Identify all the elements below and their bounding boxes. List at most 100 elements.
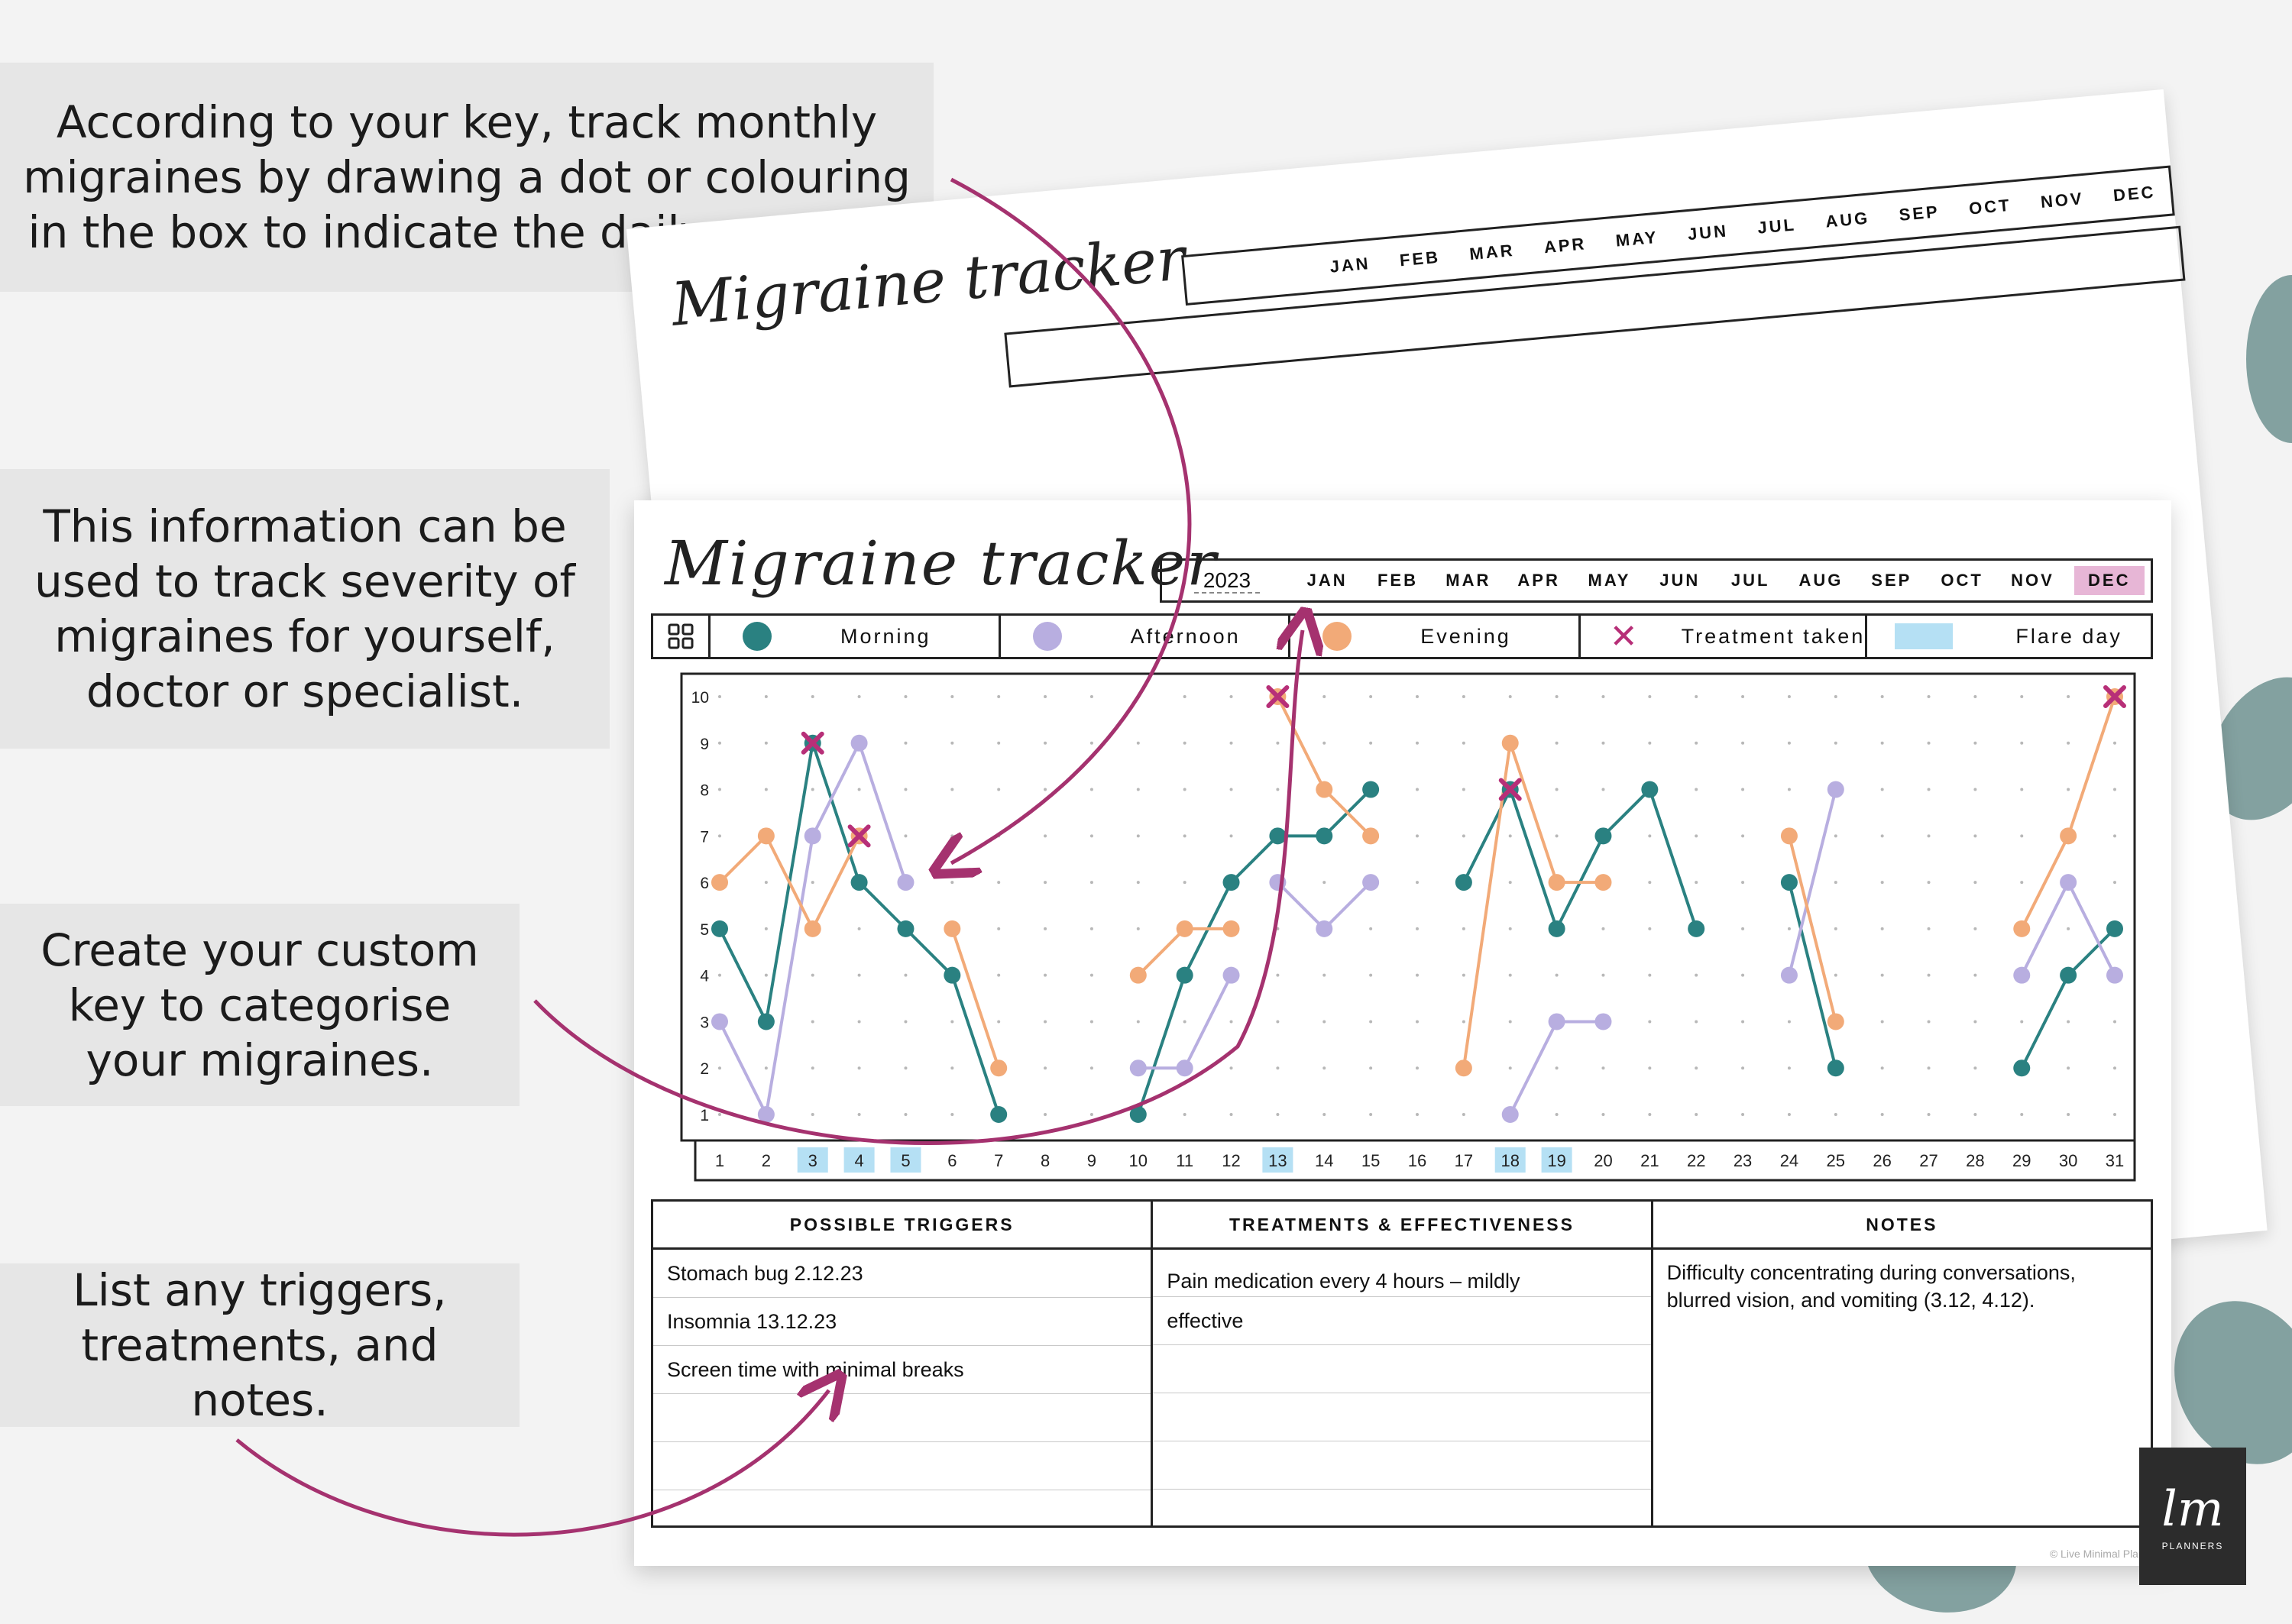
grid-dot	[904, 834, 908, 838]
trigger-line[interactable]: Insomnia 13.12.23	[653, 1298, 1151, 1346]
notes-text[interactable]: Difficulty concentrating during conversa…	[1666, 1261, 2076, 1312]
grid-dot	[904, 741, 908, 745]
treatment-marker	[1498, 778, 1522, 801]
grid-dot	[1555, 834, 1559, 838]
flare-day-highlight	[1541, 1147, 1572, 1173]
key-treatment: ✕ Treatment taken	[1581, 616, 1868, 657]
morning-series-line	[1787, 882, 1837, 1069]
afternoon-series-line	[1787, 789, 1837, 976]
y-tick-label: 7	[700, 828, 709, 846]
morning-point	[1222, 874, 1240, 891]
grid-dot	[764, 1066, 768, 1070]
notes-table: NOTES Difficulty concentrating during co…	[1653, 1202, 2151, 1525]
grid-dot	[1462, 834, 1465, 838]
grid-dot	[1973, 973, 1977, 977]
treatment-line[interactable]	[1153, 1393, 1651, 1441]
grid-dot	[950, 695, 954, 698]
grid-dot	[1695, 881, 1698, 885]
x-tick-label: 16	[1408, 1151, 1426, 1170]
grid-dot	[1741, 1020, 1745, 1024]
month-jan[interactable]: JAN	[1306, 571, 1348, 590]
grid-dot	[1044, 1020, 1047, 1024]
morning-point	[1455, 874, 1472, 891]
grid-dot	[1880, 741, 1884, 745]
y-tick-label: 3	[700, 1014, 709, 1031]
afternoon-point	[1222, 966, 1240, 984]
grid-dot	[1229, 788, 1233, 791]
month-dec[interactable]: DEC	[2073, 566, 2145, 595]
grid-dot	[1462, 695, 1465, 698]
treatment-line[interactable]: effective	[1153, 1297, 1651, 1345]
month-aug[interactable]: AUG	[1798, 571, 1844, 590]
grid-dot	[1044, 741, 1047, 745]
morning-point	[757, 1013, 775, 1030]
grid-dot	[1044, 927, 1047, 930]
morning-point	[711, 920, 728, 937]
afternoon-point	[1316, 920, 1333, 937]
grid-dot	[1973, 788, 1977, 791]
grid-dot	[718, 695, 721, 698]
month-jun[interactable]: JUN	[1659, 571, 1701, 590]
afternoon-point	[2060, 874, 2077, 891]
morning-point	[1548, 920, 1565, 937]
grid-dot	[1369, 1066, 1373, 1070]
grid-dot	[1973, 927, 1977, 930]
afternoon-point	[711, 1013, 728, 1030]
grid-dot	[1880, 1066, 1884, 1070]
grid-dot	[1462, 927, 1465, 930]
year-field[interactable]: 2023	[1162, 568, 1292, 594]
callout-list-triggers: List any triggers, treatments, and notes…	[0, 1263, 520, 1427]
grid-dot	[1741, 834, 1745, 838]
grid-dot	[1648, 741, 1652, 745]
treatment-line[interactable]: Pain medication every 4 hours – mildly	[1153, 1250, 1651, 1297]
treatment-line[interactable]	[1153, 1441, 1651, 1490]
grid-dot	[1369, 1113, 1373, 1116]
grid-dot	[1089, 1066, 1093, 1070]
grid-dot	[904, 695, 908, 698]
grid-dot	[1834, 741, 1837, 745]
evening-point	[944, 920, 961, 937]
grid-dot	[1695, 1020, 1698, 1024]
grid-dot	[1416, 788, 1419, 791]
grid-dot	[1044, 1113, 1047, 1116]
grid-dot	[2113, 834, 2116, 838]
grid-dot	[1089, 973, 1093, 977]
grid-dot	[1183, 834, 1186, 838]
month-oct[interactable]: OCT	[1941, 571, 1983, 590]
morning-series-line	[1136, 788, 1372, 1115]
grid-dot	[1089, 927, 1093, 930]
trigger-line[interactable]	[653, 1394, 1151, 1442]
grid-dot	[904, 1066, 908, 1070]
month-may[interactable]: MAY	[1588, 571, 1631, 590]
grid-dot	[1276, 1113, 1280, 1116]
grid-dot	[2067, 927, 2070, 930]
x-tick-label: 29	[2012, 1151, 2031, 1170]
key-evening-label: Evening	[1420, 624, 1511, 648]
grid-dot	[1648, 973, 1652, 977]
treatment-line[interactable]	[1153, 1345, 1651, 1393]
grid-dot	[1695, 1066, 1698, 1070]
grid-dot	[1601, 973, 1605, 977]
grid-dot	[997, 695, 1001, 698]
month-sep[interactable]: SEP	[1871, 571, 1912, 590]
morning-point	[1362, 781, 1380, 798]
grid-dot	[2113, 1113, 2116, 1116]
x-tick-label: 31	[2106, 1151, 2124, 1170]
grid-dot	[857, 1066, 861, 1070]
trigger-line[interactable]: Stomach bug 2.12.23	[653, 1250, 1151, 1298]
grid-dot	[1927, 973, 1931, 977]
month-mar[interactable]: MAR	[1445, 571, 1491, 590]
month-jul[interactable]: JUL	[1730, 571, 1770, 590]
trigger-line[interactable]	[653, 1442, 1151, 1490]
grid-dot	[1787, 741, 1791, 745]
x-tick-label: 26	[1873, 1151, 1891, 1170]
evening-point	[1129, 966, 1147, 984]
month-nov[interactable]: NOV	[2011, 571, 2054, 590]
flare-day-highlight	[1262, 1147, 1293, 1173]
grid-dot	[1927, 927, 1931, 930]
month-apr[interactable]: APR	[1517, 571, 1560, 590]
x-tick-label: 30	[2059, 1151, 2077, 1170]
month-feb[interactable]: FEB	[1377, 571, 1418, 590]
